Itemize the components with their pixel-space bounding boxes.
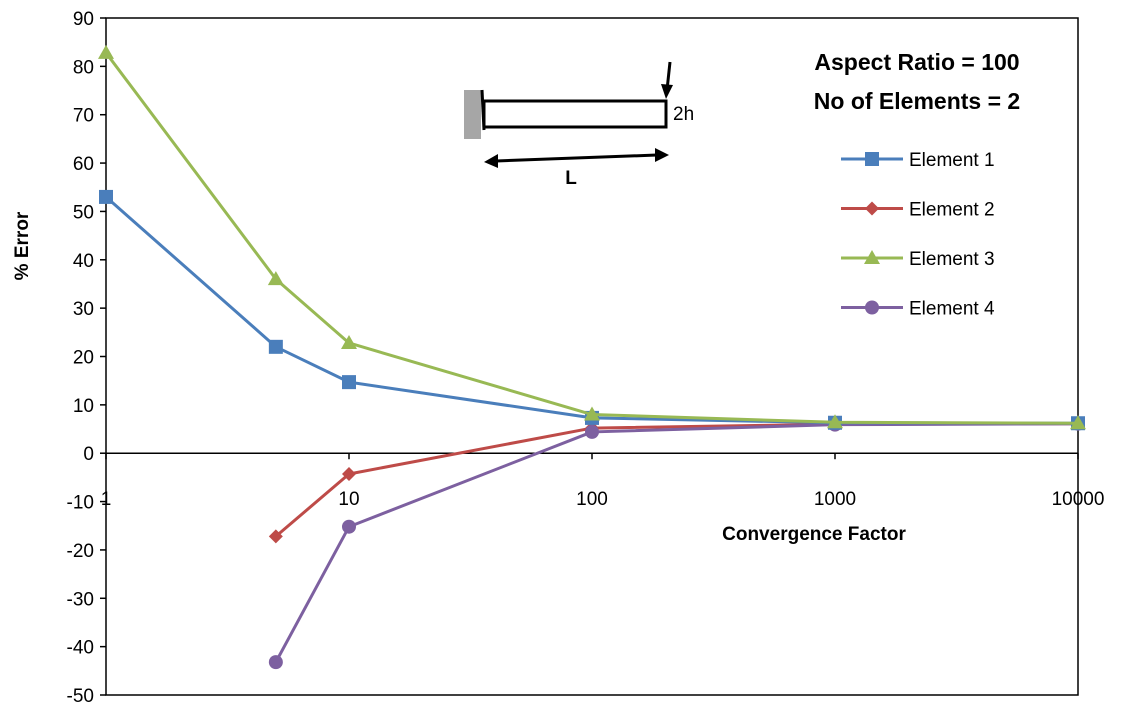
x-tick-labels: 1 10 100 1000 10000 [101, 489, 1105, 510]
legend-item: Element 4 [841, 299, 995, 320]
series-line [104, 51, 1079, 425]
legend-marker [864, 250, 880, 264]
data-point [585, 424, 599, 439]
y-axis: 90 80 70 60 50 40 30 20 10 0 -10 -20 -30 -40 -50 [67, 9, 106, 707]
x-axis-title: Convergence Factor [722, 524, 906, 545]
x-axis [105, 452, 1079, 460]
data-point [268, 339, 283, 354]
plot-area [105, 17, 1079, 696]
data-point [342, 467, 356, 482]
y-tick-label: 80 [73, 57, 94, 78]
legend-marker [865, 201, 879, 216]
y-tick-label: 70 [73, 106, 94, 127]
x-tick-label: 1000 [814, 489, 856, 510]
y-tick-label: -20 [67, 541, 94, 562]
data-point [342, 519, 356, 534]
x-tick-label: 10000 [1052, 489, 1105, 510]
y-tick-label: 10 [73, 396, 94, 417]
load-arrowhead [661, 84, 673, 99]
y-tick-label: 30 [73, 299, 94, 320]
data-point [268, 655, 283, 670]
data-point [341, 334, 357, 349]
y-axis-title: % Error [12, 211, 33, 280]
legend-item: Element 1 [841, 150, 995, 171]
y-tick-label: 20 [73, 348, 94, 369]
data-point [827, 414, 843, 429]
beam-diagram: 2h L [464, 61, 694, 189]
annotation-elements: No of Elements = 2 [814, 88, 1020, 114]
beam-height-label: 2h [673, 104, 694, 125]
beam [482, 99, 668, 129]
legend-marker [865, 152, 879, 166]
y-tick-label: 50 [73, 202, 94, 223]
y-tick-label: -10 [67, 493, 94, 514]
legend-label: Element 3 [909, 249, 995, 270]
y-tick-label: 60 [73, 154, 94, 175]
data-point [98, 44, 114, 59]
x-tick-label: 1 [101, 489, 112, 510]
x-tick-label: 10 [338, 489, 359, 510]
y-tick-label: -30 [67, 589, 94, 610]
y-tick-label: 90 [73, 9, 94, 30]
data-point [268, 529, 283, 544]
annotation-aspect-ratio: Aspect Ratio = 100 [814, 49, 1019, 75]
legend-label: Element 2 [909, 200, 995, 221]
legend-item: Element 2 [841, 200, 995, 221]
data-point [584, 406, 600, 421]
beam-length-label: L [565, 168, 577, 189]
legend: Element 1 Element 2 Element 3 Element 4 [841, 150, 995, 320]
series-3 [98, 44, 1086, 430]
series-group [98, 44, 1086, 670]
data-point [342, 375, 356, 390]
legend-label: Element 1 [909, 150, 995, 171]
beam-wall [464, 90, 481, 139]
length-arrow [495, 153, 658, 163]
y-tick-label: 0 [83, 444, 94, 465]
data-point [1070, 415, 1086, 430]
x-tick-label: 100 [576, 489, 608, 510]
legend-item: Element 3 [841, 249, 995, 270]
legend-marker [865, 300, 879, 315]
length-arrowhead-left [484, 154, 498, 168]
length-arrowhead-right [655, 148, 669, 162]
y-tick-label: -50 [67, 686, 94, 707]
data-point [267, 271, 284, 286]
y-tick-label: -40 [67, 638, 94, 659]
data-point [99, 189, 113, 204]
legend-label: Element 4 [909, 299, 995, 320]
y-tick-label: 40 [73, 251, 94, 272]
